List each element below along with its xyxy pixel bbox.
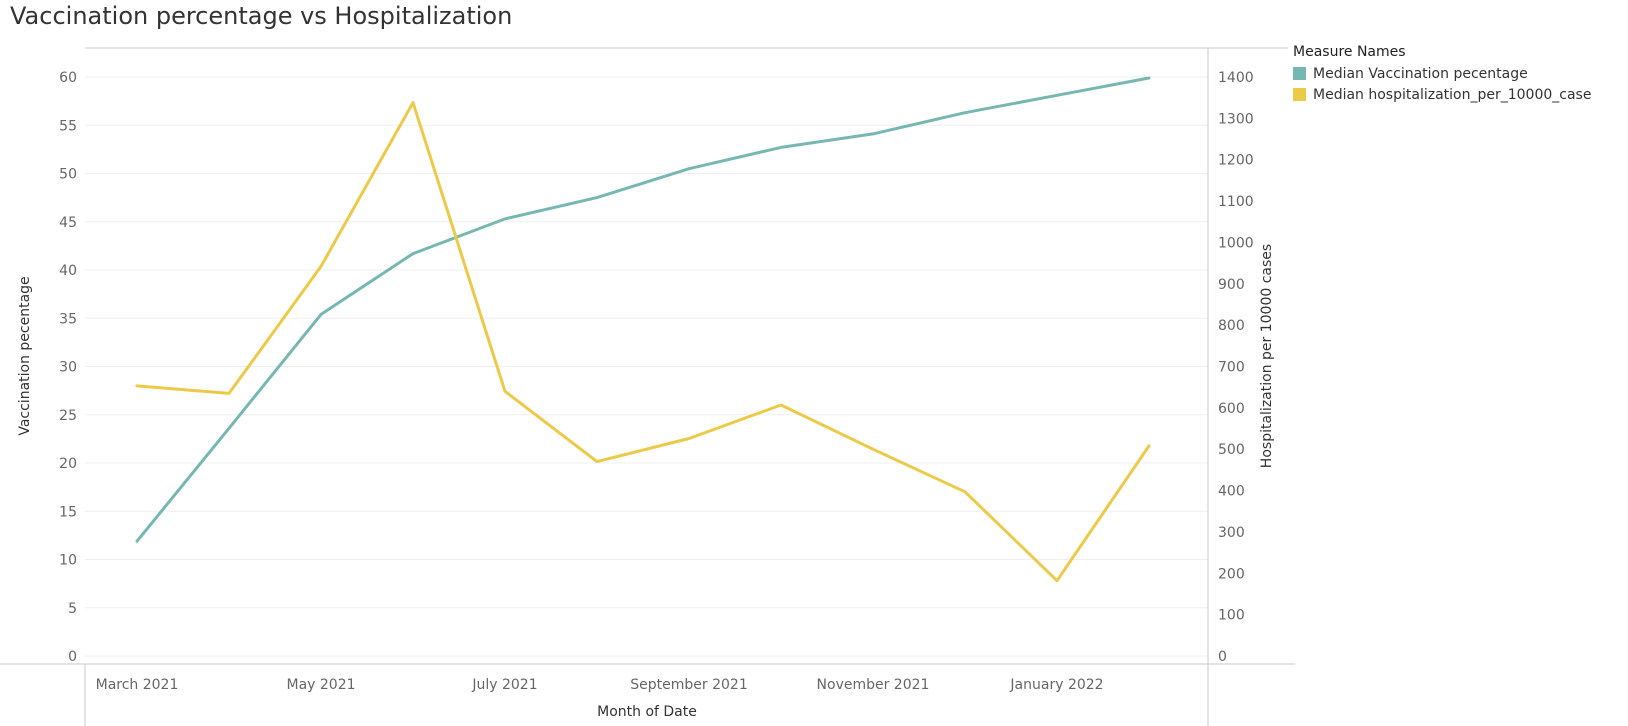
- y-tick-label: 40: [59, 263, 77, 279]
- y2-tick-label: 1200: [1218, 153, 1254, 169]
- y-tick-label: 10: [59, 553, 77, 569]
- y2-tick-label: 1300: [1218, 111, 1254, 127]
- y2-tick-label: 800: [1218, 318, 1245, 334]
- y-tick-label: 15: [59, 504, 77, 520]
- y-tick-label: 45: [59, 215, 77, 231]
- vaccination-line: [135, 76, 1151, 543]
- y2-tick-label: 1400: [1218, 70, 1254, 86]
- legend-item-vaccination[interactable]: Median Vaccination pecentage: [1293, 63, 1591, 84]
- y2-tick-label: 100: [1218, 608, 1245, 624]
- y-tick-label: 20: [59, 456, 77, 472]
- x-axis-title: Month of Date: [597, 704, 697, 720]
- legend-swatch: [1293, 67, 1306, 80]
- y2-tick-label: 700: [1218, 360, 1245, 376]
- y2-tick-label: 0: [1218, 649, 1227, 665]
- chart-title: Vaccination percentage vs Hospitalizatio…: [10, 2, 513, 30]
- legend-title: Measure Names: [1293, 44, 1406, 60]
- right-axis-ticks: 0 100 200 300 400 500 600 700 800 900 1000 1100 1200…: [1218, 70, 1254, 665]
- y-tick-label: 30: [59, 360, 77, 376]
- x-tick-label: March 2021: [96, 677, 179, 693]
- x-axis-ticks: March 2021 May 2021 July 2021 September 202…: [96, 677, 1104, 693]
- legend-label: Median hospitalization_per_10000_case: [1313, 86, 1592, 103]
- x-tick-label: May 2021: [286, 677, 355, 693]
- y2-tick-label: 200: [1218, 566, 1245, 582]
- x-tick-label: September 2021: [630, 677, 747, 693]
- y-tick-label: 5: [68, 601, 77, 617]
- y-tick-label: 25: [59, 408, 77, 424]
- legend: Measure Names Median Vaccination pecenta…: [1293, 44, 1591, 105]
- y2-tick-label: 400: [1218, 484, 1245, 500]
- x-tick-label: November 2021: [817, 677, 930, 693]
- legend-item-hospitalization[interactable]: Median hospitalization_per_10000_case: [1293, 84, 1591, 105]
- y2-tick-label: 500: [1218, 442, 1245, 458]
- y2-axis-title: Hospitalization per 10000 cases: [1259, 244, 1275, 468]
- chart-frame: [0, 47, 1295, 726]
- y2-tick-label: 1000: [1218, 235, 1254, 251]
- legend-label: Median Vaccination pecentage: [1313, 65, 1528, 82]
- y2-tick-label: 300: [1218, 525, 1245, 541]
- y-tick-label: 0: [68, 649, 77, 665]
- y-tick-label: 55: [59, 118, 77, 134]
- hospitalization-line: [135, 101, 1151, 583]
- gridlines: [85, 76, 1208, 657]
- y2-tick-label: 600: [1218, 401, 1245, 417]
- x-tick-label: January 2022: [1009, 677, 1103, 693]
- y2-tick-label: 1100: [1218, 194, 1254, 210]
- y-tick-label: 60: [59, 70, 77, 86]
- series-lines: [135, 76, 1151, 583]
- y-tick-label: 35: [59, 311, 77, 327]
- left-axis-ticks: 0 5 10 15 20 25 30 35 40 45 50 55 60: [59, 70, 77, 665]
- legend-swatch: [1293, 88, 1306, 101]
- y-tick-label: 50: [59, 167, 77, 183]
- y2-tick-label: 900: [1218, 277, 1245, 293]
- y-axis-title: Vaccination pecentage: [17, 276, 33, 435]
- x-tick-label: July 2021: [471, 677, 537, 693]
